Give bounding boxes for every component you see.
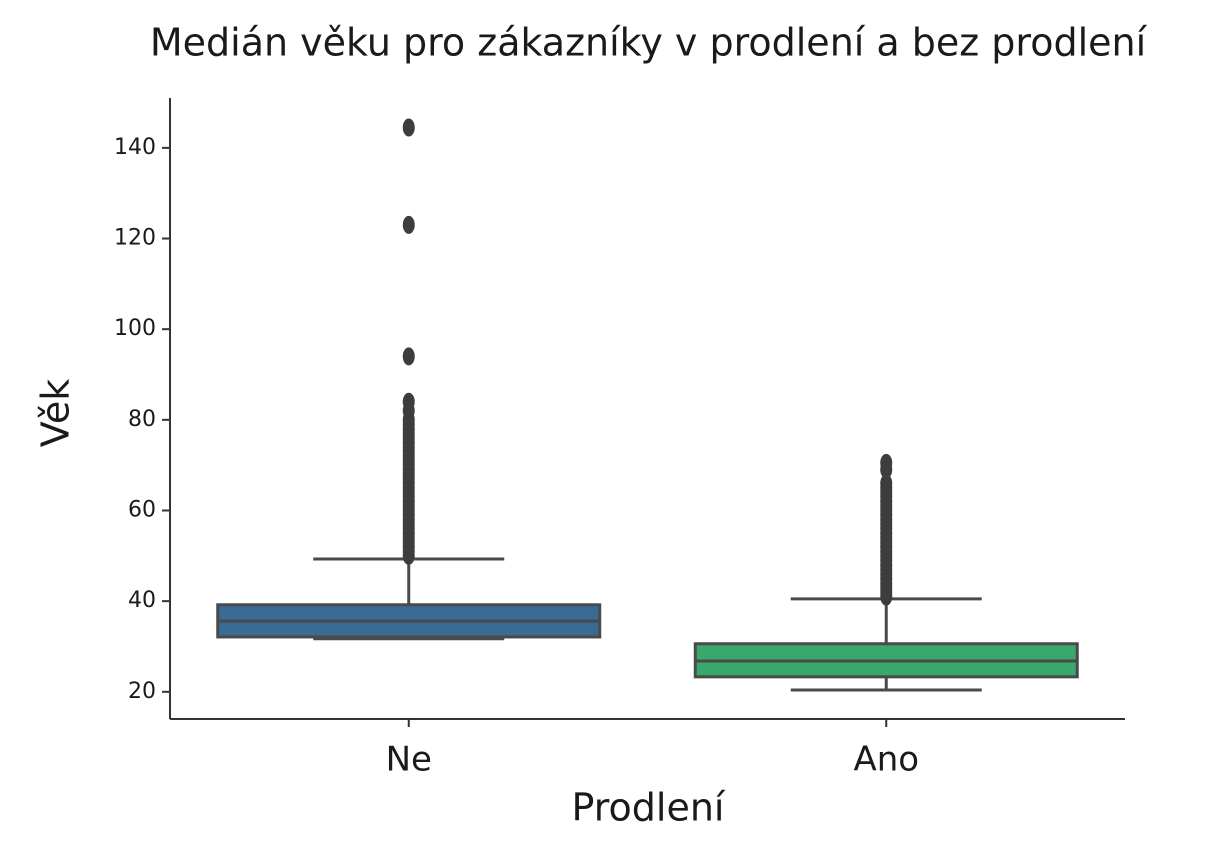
y-axis-label: Věk [34, 379, 78, 447]
outlier [880, 474, 893, 493]
y-tick-label: 80 [128, 407, 156, 432]
outlier [880, 453, 893, 472]
outlier [402, 347, 415, 366]
outlier [402, 215, 415, 234]
x-tick-label: Ne [386, 740, 432, 780]
x-axis-label: Prodlení [572, 786, 726, 830]
y-tick-label: 100 [114, 316, 156, 341]
y-tick-label: 40 [128, 588, 156, 613]
outlier [402, 392, 415, 411]
y-tick-label: 20 [128, 679, 156, 704]
y-tick-label: 60 [128, 497, 156, 522]
chart-title: Medián věku pro zákazníky v prodlení a b… [150, 21, 1148, 65]
y-tick-label: 140 [114, 135, 156, 160]
outlier [402, 118, 415, 137]
y-tick-label: 120 [114, 226, 156, 251]
x-tick-label: Ano [853, 740, 919, 780]
